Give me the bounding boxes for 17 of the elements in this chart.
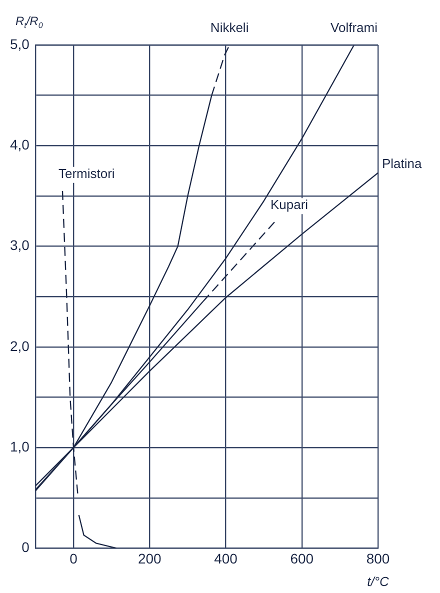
y-tick-label: 5,0 bbox=[10, 36, 30, 52]
x-tick-label: 800 bbox=[366, 550, 390, 566]
series-label: Nikkeli bbox=[210, 20, 249, 36]
series-label: Platina bbox=[382, 156, 423, 171]
x-tick-label: 400 bbox=[214, 550, 238, 566]
y-tick-label: 1,0 bbox=[10, 438, 30, 454]
x-tick-label: 0 bbox=[70, 550, 78, 566]
x-tick-label: 200 bbox=[138, 550, 162, 566]
y-tick-label: 3,0 bbox=[10, 237, 30, 254]
series-label: Termistori bbox=[58, 166, 115, 182]
x-axis-title: t/°C bbox=[367, 574, 390, 590]
y-tick-label: 4,0 bbox=[10, 136, 30, 152]
y-tick-label: 0 bbox=[22, 539, 30, 556]
y-tick-label: 2,0 bbox=[10, 338, 30, 354]
x-tick-label: 600 bbox=[290, 550, 314, 566]
series-label: Volframi bbox=[330, 20, 378, 36]
series-label: Kupari bbox=[270, 197, 308, 212]
